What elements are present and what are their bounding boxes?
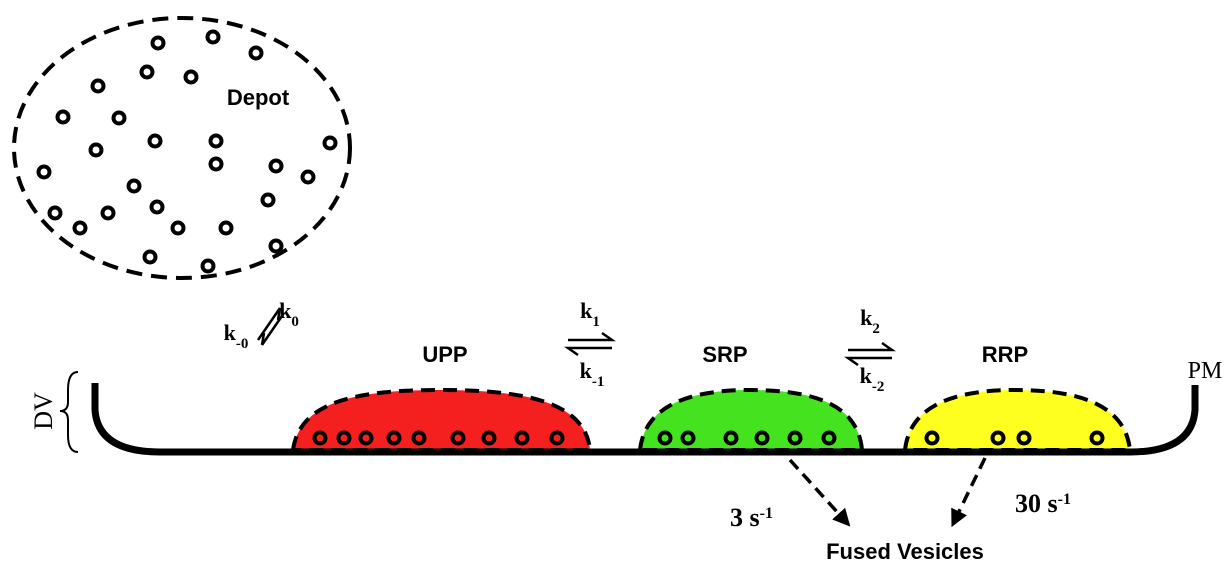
fusion-rate: 30 s-1 [1015,489,1071,518]
vesicle [39,167,50,178]
vesicle [263,195,274,206]
rate-constant: k-1 [580,358,605,390]
vesicle [173,223,184,234]
brace [60,372,78,452]
pool-label: UPP [422,342,467,367]
vesicle [103,208,114,219]
vesicle [186,72,197,83]
rate-constant: k-0 [224,320,249,352]
pool-srp [640,390,862,450]
rate-constant: k-2 [860,363,885,395]
depot-label: Depot [227,85,290,110]
fusion-arrow [953,458,985,524]
vesicle [303,172,314,183]
vesicle [221,223,232,234]
rate-constant: k2 [860,305,880,337]
fused-label: Fused Vesicles [826,539,984,564]
vesicle [211,136,222,147]
vesicle [208,32,219,43]
rate-constant: k0 [279,298,299,330]
vesicle [142,67,153,78]
vesicle [153,38,164,49]
vesicle [271,241,282,252]
vesicle [58,112,69,123]
vesicle [50,208,61,219]
vesicle [203,261,214,272]
fusion-arrow [790,460,848,524]
diagram: Depot UPP SRP RRP PM DV k0 k-0 k1 k-1 k2… [0,0,1232,567]
depot-boundary [14,18,350,278]
vesicle [129,181,140,192]
rate-constant: k1 [580,298,600,330]
equilibrium-arrow [258,308,892,365]
dv-label: DV [29,392,58,430]
pool-label: SRP [702,342,747,367]
vesicle [75,223,86,234]
vesicle [91,145,102,156]
membrane-label: PM [1188,358,1223,384]
vesicle [211,159,222,170]
fusion-rate: 3 s-1 [730,503,773,532]
vesicles [39,32,1103,444]
pool-label: RRP [982,342,1028,367]
vesicle [271,161,282,172]
vesicle [93,81,104,92]
vesicle [152,202,163,213]
vesicle [114,113,125,124]
vesicle [150,136,161,147]
vesicle [251,48,262,59]
vesicle [325,138,336,149]
vesicle [145,252,156,263]
